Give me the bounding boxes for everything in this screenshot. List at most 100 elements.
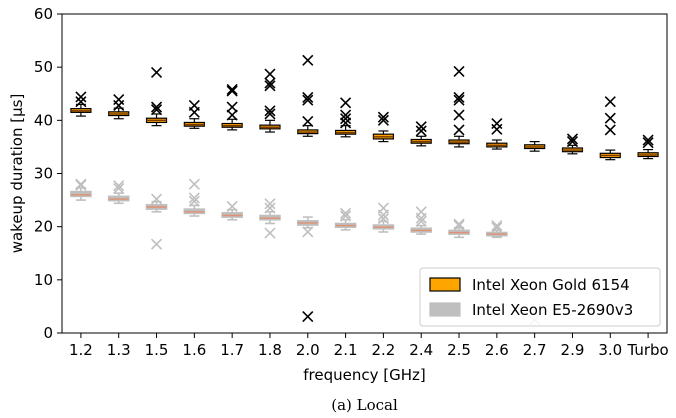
y-tick-label: 60 [34,5,53,23]
gold-box-1.8 [259,68,281,133]
x-tick-label: 2.2 [371,341,395,359]
flier-marker [264,227,276,239]
gold-box-3.0 [599,96,621,161]
flier-marker [302,54,314,66]
gray-box-1.6 [183,178,206,217]
flier-marker [226,85,238,97]
flier-marker [150,104,163,116]
y-tick-label: 0 [43,324,53,342]
flier-marker [453,94,465,106]
flier-marker [642,134,654,146]
gold-box-1.2 [70,91,92,117]
gray-box-1.7 [221,200,243,221]
x-tick-label: 1.2 [69,341,93,359]
flier-marker [150,66,163,79]
flier-marker [264,77,276,89]
gold-box-1.3 [108,94,130,120]
gold-box-1.7 [221,83,243,131]
gray-box-1.5 [145,193,168,250]
gray-box-2.0 [296,216,319,238]
plot-area [70,54,659,326]
x-tick-label: 2.7 [523,341,547,359]
flier-marker [264,202,276,214]
y-tick-label: 50 [34,58,53,76]
flier-marker [453,220,465,232]
legend-label: Intel Xeon Gold 6154 [472,276,630,294]
gold-box-2.0 [297,54,319,323]
x-tick-label: 2.4 [409,341,433,359]
flier-marker [75,96,87,108]
flier-marker [491,220,503,232]
flier-marker [453,65,465,77]
flier-marker [264,105,276,117]
legend-frame [419,267,661,327]
flier-marker [604,96,616,108]
flier-marker [302,94,314,106]
flier-marker [113,94,125,106]
gold-box-2.4 [410,121,432,147]
gray-box-2.6 [486,220,508,239]
flier-marker [75,178,87,190]
flier-marker [604,112,616,124]
flier-marker [377,111,389,123]
flier-marker [226,109,238,121]
flier-marker [226,101,238,113]
x-tick-label: Turbo [626,341,668,359]
flier-marker [604,124,616,136]
x-tick-label: 1.8 [258,341,282,359]
flier-marker [226,83,238,96]
x-tick-label: 3.0 [598,341,622,359]
y-tick-label: 30 [34,165,53,183]
flier-marker [226,200,238,213]
flier-marker [377,114,389,126]
flier-marker [264,108,276,120]
flier-marker [377,213,389,225]
flier-marker [113,182,125,194]
x-tick-label: 1.7 [220,341,244,359]
gold-box-2.1 [334,97,357,138]
flier-marker [340,109,352,121]
flier-marker [566,136,579,148]
gray-box-1.2 [70,178,92,201]
gold-box-Turbo [637,134,659,160]
x-tick-label: 2.0 [296,341,320,359]
flier-marker [340,113,352,125]
x-tick-label: 1.5 [145,341,169,359]
flier-marker [75,91,87,103]
flier-marker [491,117,503,130]
gold-box-1.5 [145,66,168,127]
gray-box-2.1 [334,207,357,231]
legend: Intel Xeon Gold 6154 Intel Xeon E5-2690v3 [419,267,661,327]
flier-marker [302,310,314,323]
flier-marker [453,124,465,136]
x-tick-label: 2.1 [334,341,358,359]
flier-marker [302,115,314,127]
gold-box-2.9 [561,133,584,155]
flier-marker [188,178,200,190]
flier-marker [453,109,465,121]
y-axis-label: wakeup duration [µs] [8,94,26,254]
flier-marker [491,123,503,135]
flier-marker [453,218,465,230]
x-tick-label: 2.9 [561,341,585,359]
axes: 0 10 20 30 40 50 60 1.2 1.3 1.5 1.6 1.7 1.8 2.0 2.1 2.2… [34,5,669,359]
flier-marker [415,125,427,137]
flier-marker [150,193,163,205]
flier-marker [302,226,314,238]
x-axis-label: frequency [GHz] [303,366,425,384]
gray-box-1.3 [107,180,130,205]
figure-caption: (a) Local [331,396,398,414]
flier-marker [302,91,314,104]
flier-marker [113,180,125,192]
flier-marker [340,117,352,129]
flier-marker [264,80,276,92]
flier-marker [264,68,276,80]
gold-box-2.5 [448,65,470,148]
flier-marker [150,238,163,250]
flier-marker [415,206,427,218]
flier-marker [340,207,352,219]
gold-box-2.7 [524,141,546,152]
flier-marker [340,97,352,109]
flier-marker [377,202,389,214]
